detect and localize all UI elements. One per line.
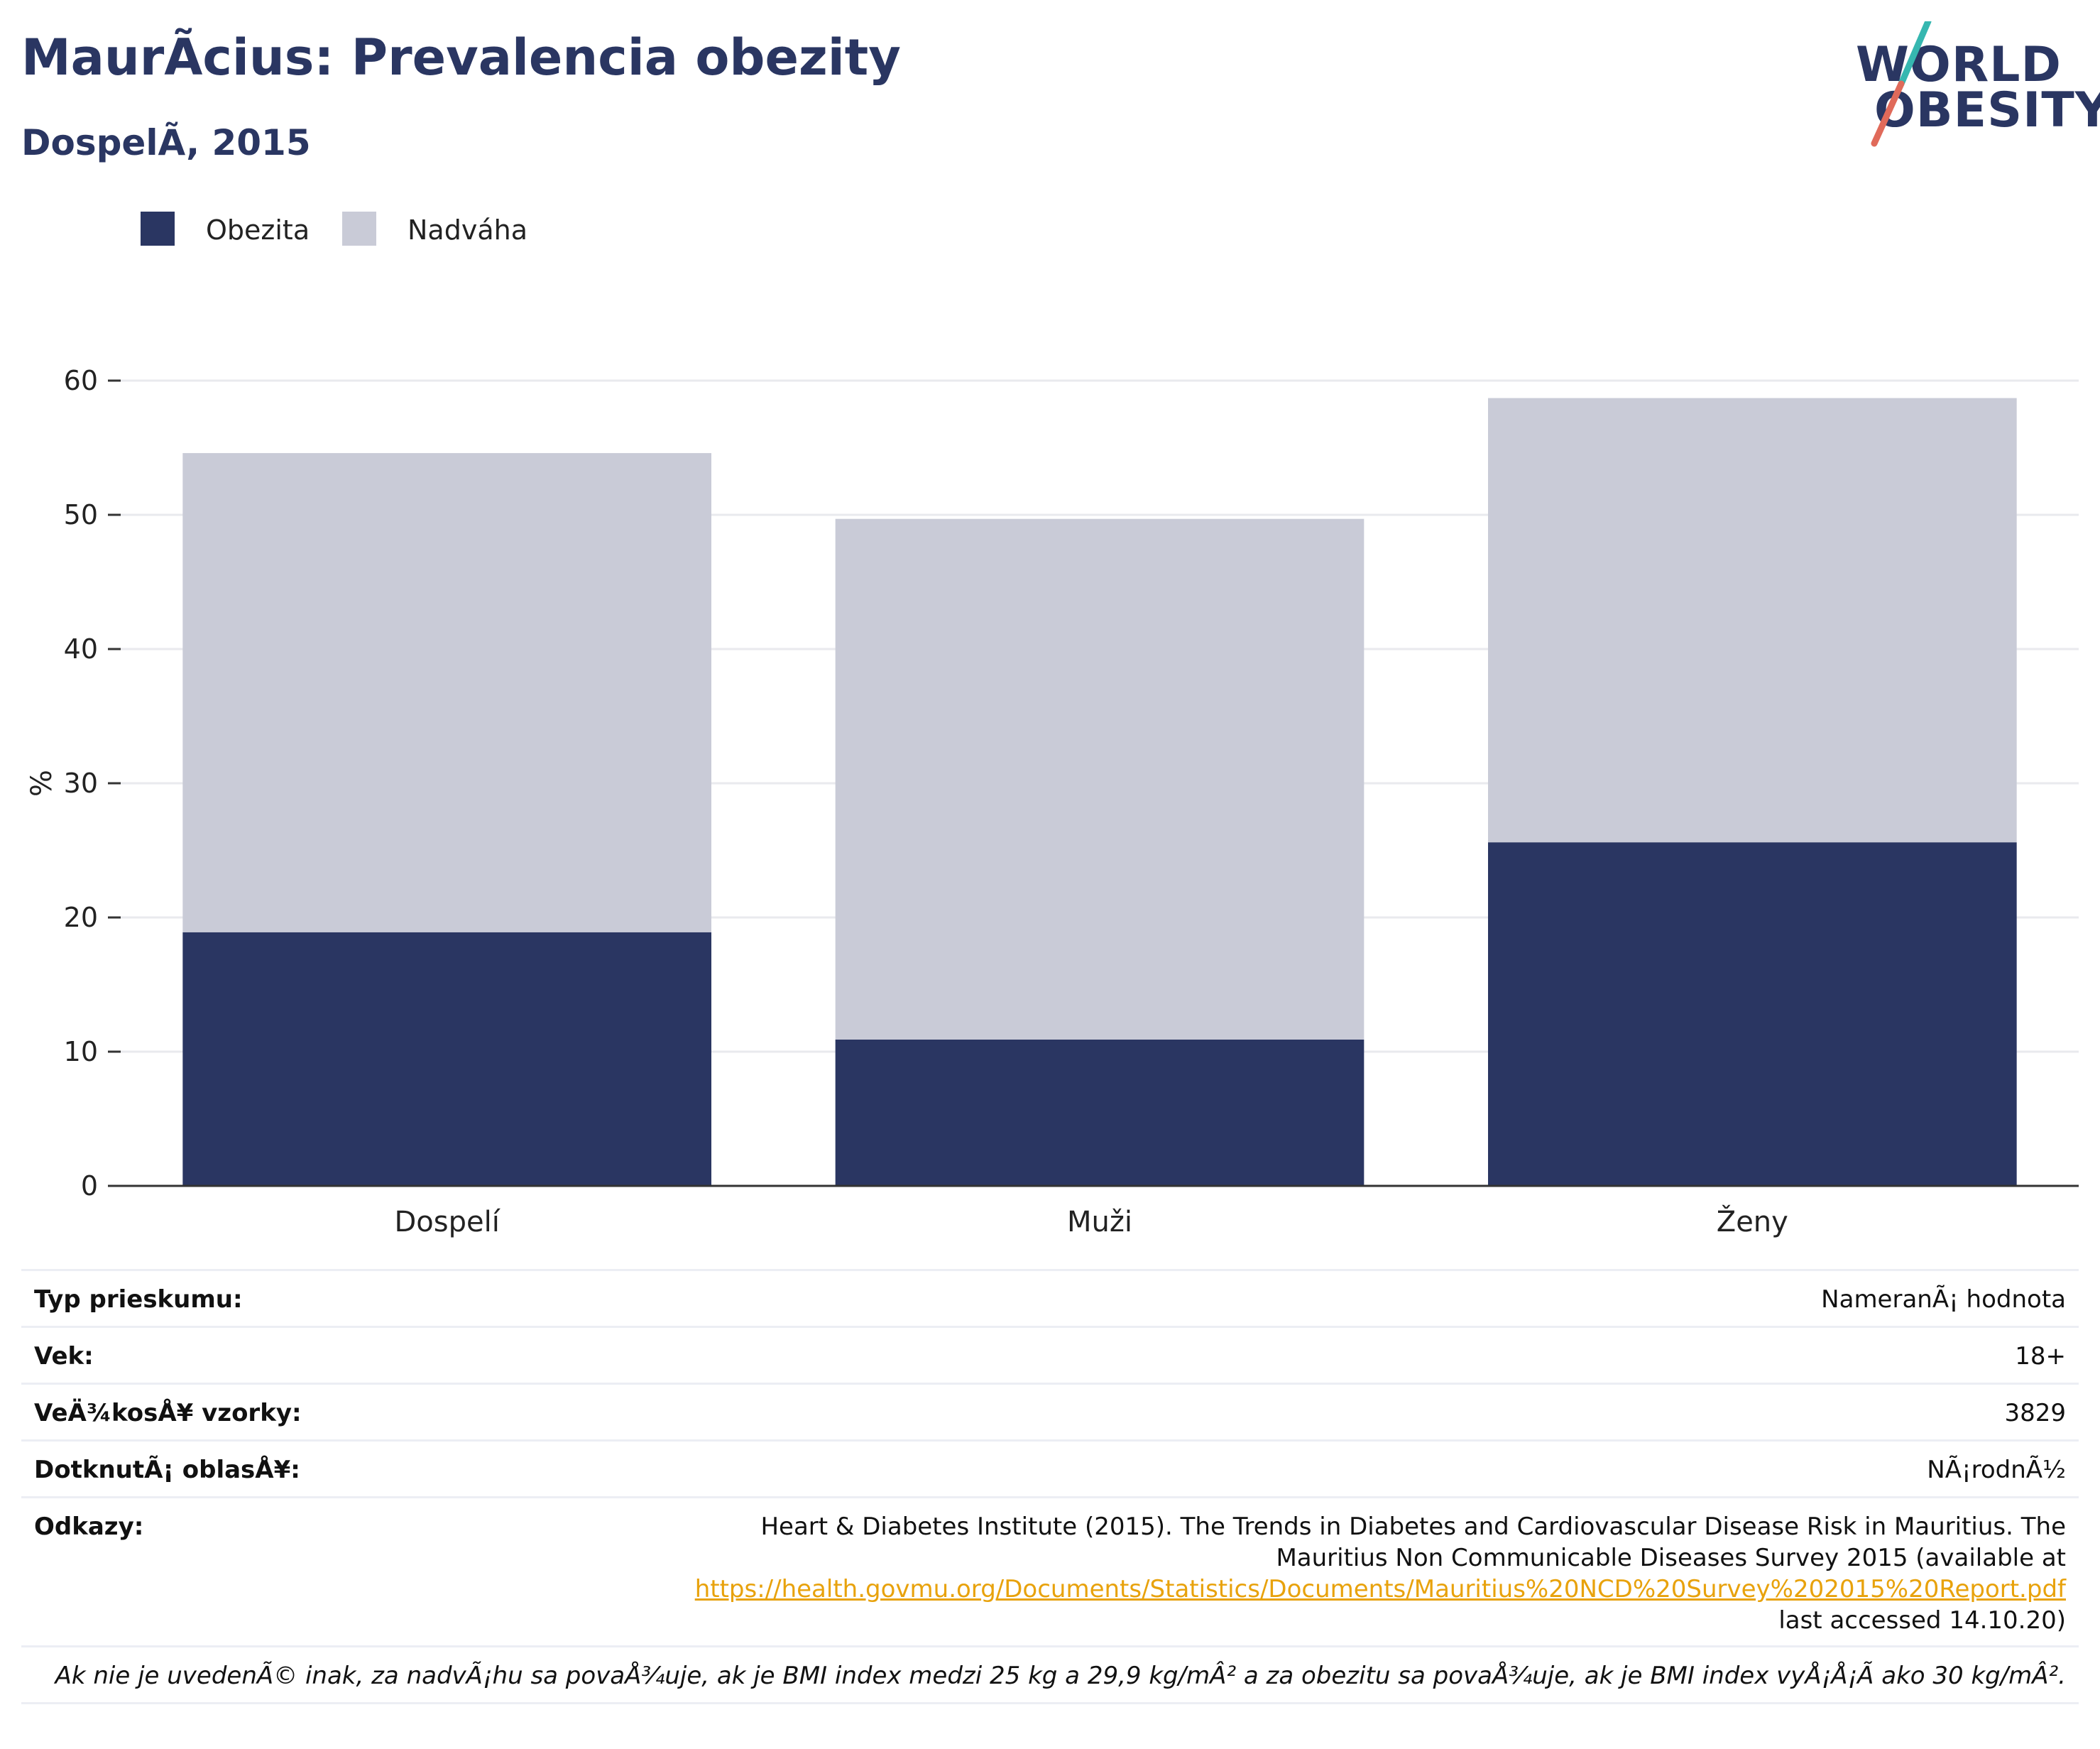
y-tick-label: 0: [81, 1170, 98, 1202]
info-key: Typ prieskumu:: [34, 1285, 243, 1314]
reference-link[interactable]: https://health.govmu.org/Documents/Stati…: [694, 1575, 2066, 1603]
bar-nadvaha: [182, 453, 711, 932]
y-tick-label: 60: [64, 365, 98, 396]
info-row-note: Ak nie je uvedenÃ© inak, za nadvÃ¡hu sa …: [21, 1647, 2079, 1704]
survey-info-table: Typ prieskumu: NameranÃ¡ hodnota Vek: 18…: [21, 1269, 2079, 1704]
info-row-survey-type: Typ prieskumu: NameranÃ¡ hodnota: [21, 1271, 2079, 1328]
bar-obezita: [835, 1039, 1365, 1186]
info-key: Odkazy:: [34, 1513, 144, 1541]
y-tick-label: 10: [64, 1036, 98, 1067]
info-row-age: Vek: 18+: [21, 1328, 2079, 1385]
info-key: DotknutÃ¡ oblasÅ¥:: [34, 1456, 300, 1484]
info-value: 3829: [2004, 1399, 2066, 1427]
x-tick-label: Dospelí: [394, 1206, 501, 1238]
info-value: NameranÃ¡ hodnota: [1821, 1285, 2066, 1314]
legend-label-nadvaha: Nadváha: [408, 214, 527, 246]
info-value: 18+: [2015, 1342, 2066, 1371]
info-row-area: DotknutÃ¡ oblasÅ¥: NÃ¡rodnÃ½: [21, 1442, 2079, 1498]
info-row-references: Odkazy: Heart & Diabetes Institute (2015…: [21, 1498, 2079, 1647]
reference-text-before: Heart & Diabetes Institute (2015). The T…: [760, 1513, 2066, 1572]
legend-swatch-nadvaha: [342, 212, 376, 246]
y-tick-label: 50: [64, 499, 98, 530]
info-row-sample-size: VeÄ¾kosÅ¥ vzorky: 3829: [21, 1385, 2079, 1442]
chart-title: MaurÃcius: Prevalencia obezity: [21, 28, 901, 87]
x-tick-label: Muži: [1067, 1206, 1132, 1238]
y-tick-label: 30: [64, 768, 98, 799]
reference-text: Heart & Diabetes Institute (2015). The T…: [646, 1511, 2066, 1636]
bmi-definition-note: Ak nie je uvedenÃ© inak, za nadvÃ¡hu sa …: [55, 1662, 2066, 1690]
logo-word-obesity: OBESITY: [1874, 82, 2100, 138]
logo-word-world: WORLD: [1856, 37, 2062, 93]
info-value: NÃ¡rodnÃ½: [1927, 1456, 2066, 1484]
world-obesity-logo: WORLD OBESITY: [1846, 21, 2100, 149]
legend-swatch-obezita: [141, 212, 175, 246]
bar-obezita: [182, 932, 711, 1186]
info-key: Vek:: [34, 1342, 94, 1371]
y-tick-label: 40: [64, 633, 98, 665]
logo-slash-icon: [1871, 21, 1932, 147]
info-key: VeÄ¾kosÅ¥ vzorky:: [34, 1399, 302, 1427]
reference-text-after: last accessed 14.10.20): [1778, 1606, 2066, 1635]
bar-nadvaha: [835, 518, 1365, 1040]
bar-nadvaha: [1488, 398, 2017, 843]
chart-subtitle: DospelÃ, 2015: [21, 122, 311, 163]
stacked-bar-chart: 0 10 20 30 40 50 60% Dospelí Muži Ženy: [26, 365, 2079, 1238]
bar-obezita: [1488, 842, 2017, 1186]
y-axis-label: %: [26, 770, 58, 797]
y-tick-label: 20: [64, 902, 98, 933]
legend-label-obezita: Obezita: [206, 214, 310, 246]
x-tick-label: Ženy: [1717, 1204, 1788, 1238]
